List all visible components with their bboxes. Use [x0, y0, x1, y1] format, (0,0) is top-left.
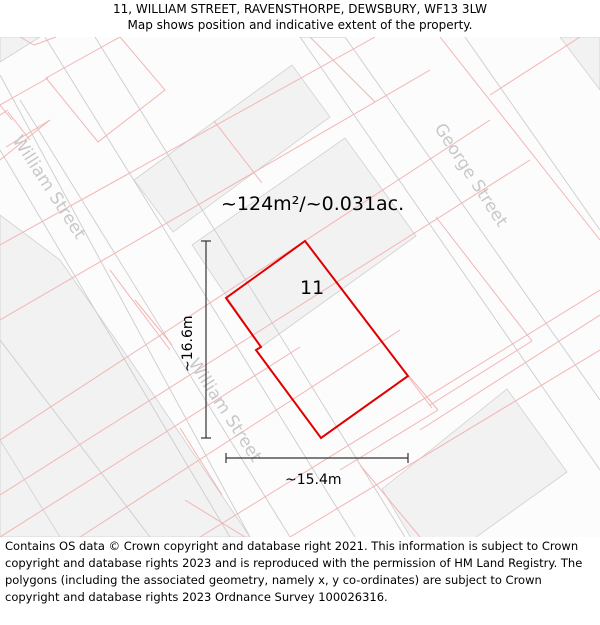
map-header: 11, WILLIAM STREET, RAVENSTHORPE, DEWSBU… [0, 0, 600, 37]
area-label: ~124m²/~0.031ac. [221, 193, 404, 215]
height-dimension-line [201, 240, 211, 439]
width-dimension-label: ~15.4m [285, 472, 342, 488]
width-dimension-line [225, 453, 409, 463]
road-edges [0, 37, 600, 537]
property-boundary[interactable] [224, 239, 410, 440]
plot-number-label: 11 [300, 277, 324, 299]
map-subtitle: Map shows position and indicative extent… [127, 18, 473, 32]
property-address-title: 11, WILLIAM STREET, RAVENSTHORPE, DEWSBU… [112, 2, 488, 16]
map-canvas[interactable]: William Street William Street George Str… [0, 37, 600, 537]
height-dimension-label: ~16.6m [180, 315, 196, 372]
copyright-attribution: Contains OS data © Crown copyright and d… [5, 539, 583, 604]
parcel-boundaries [0, 37, 600, 537]
